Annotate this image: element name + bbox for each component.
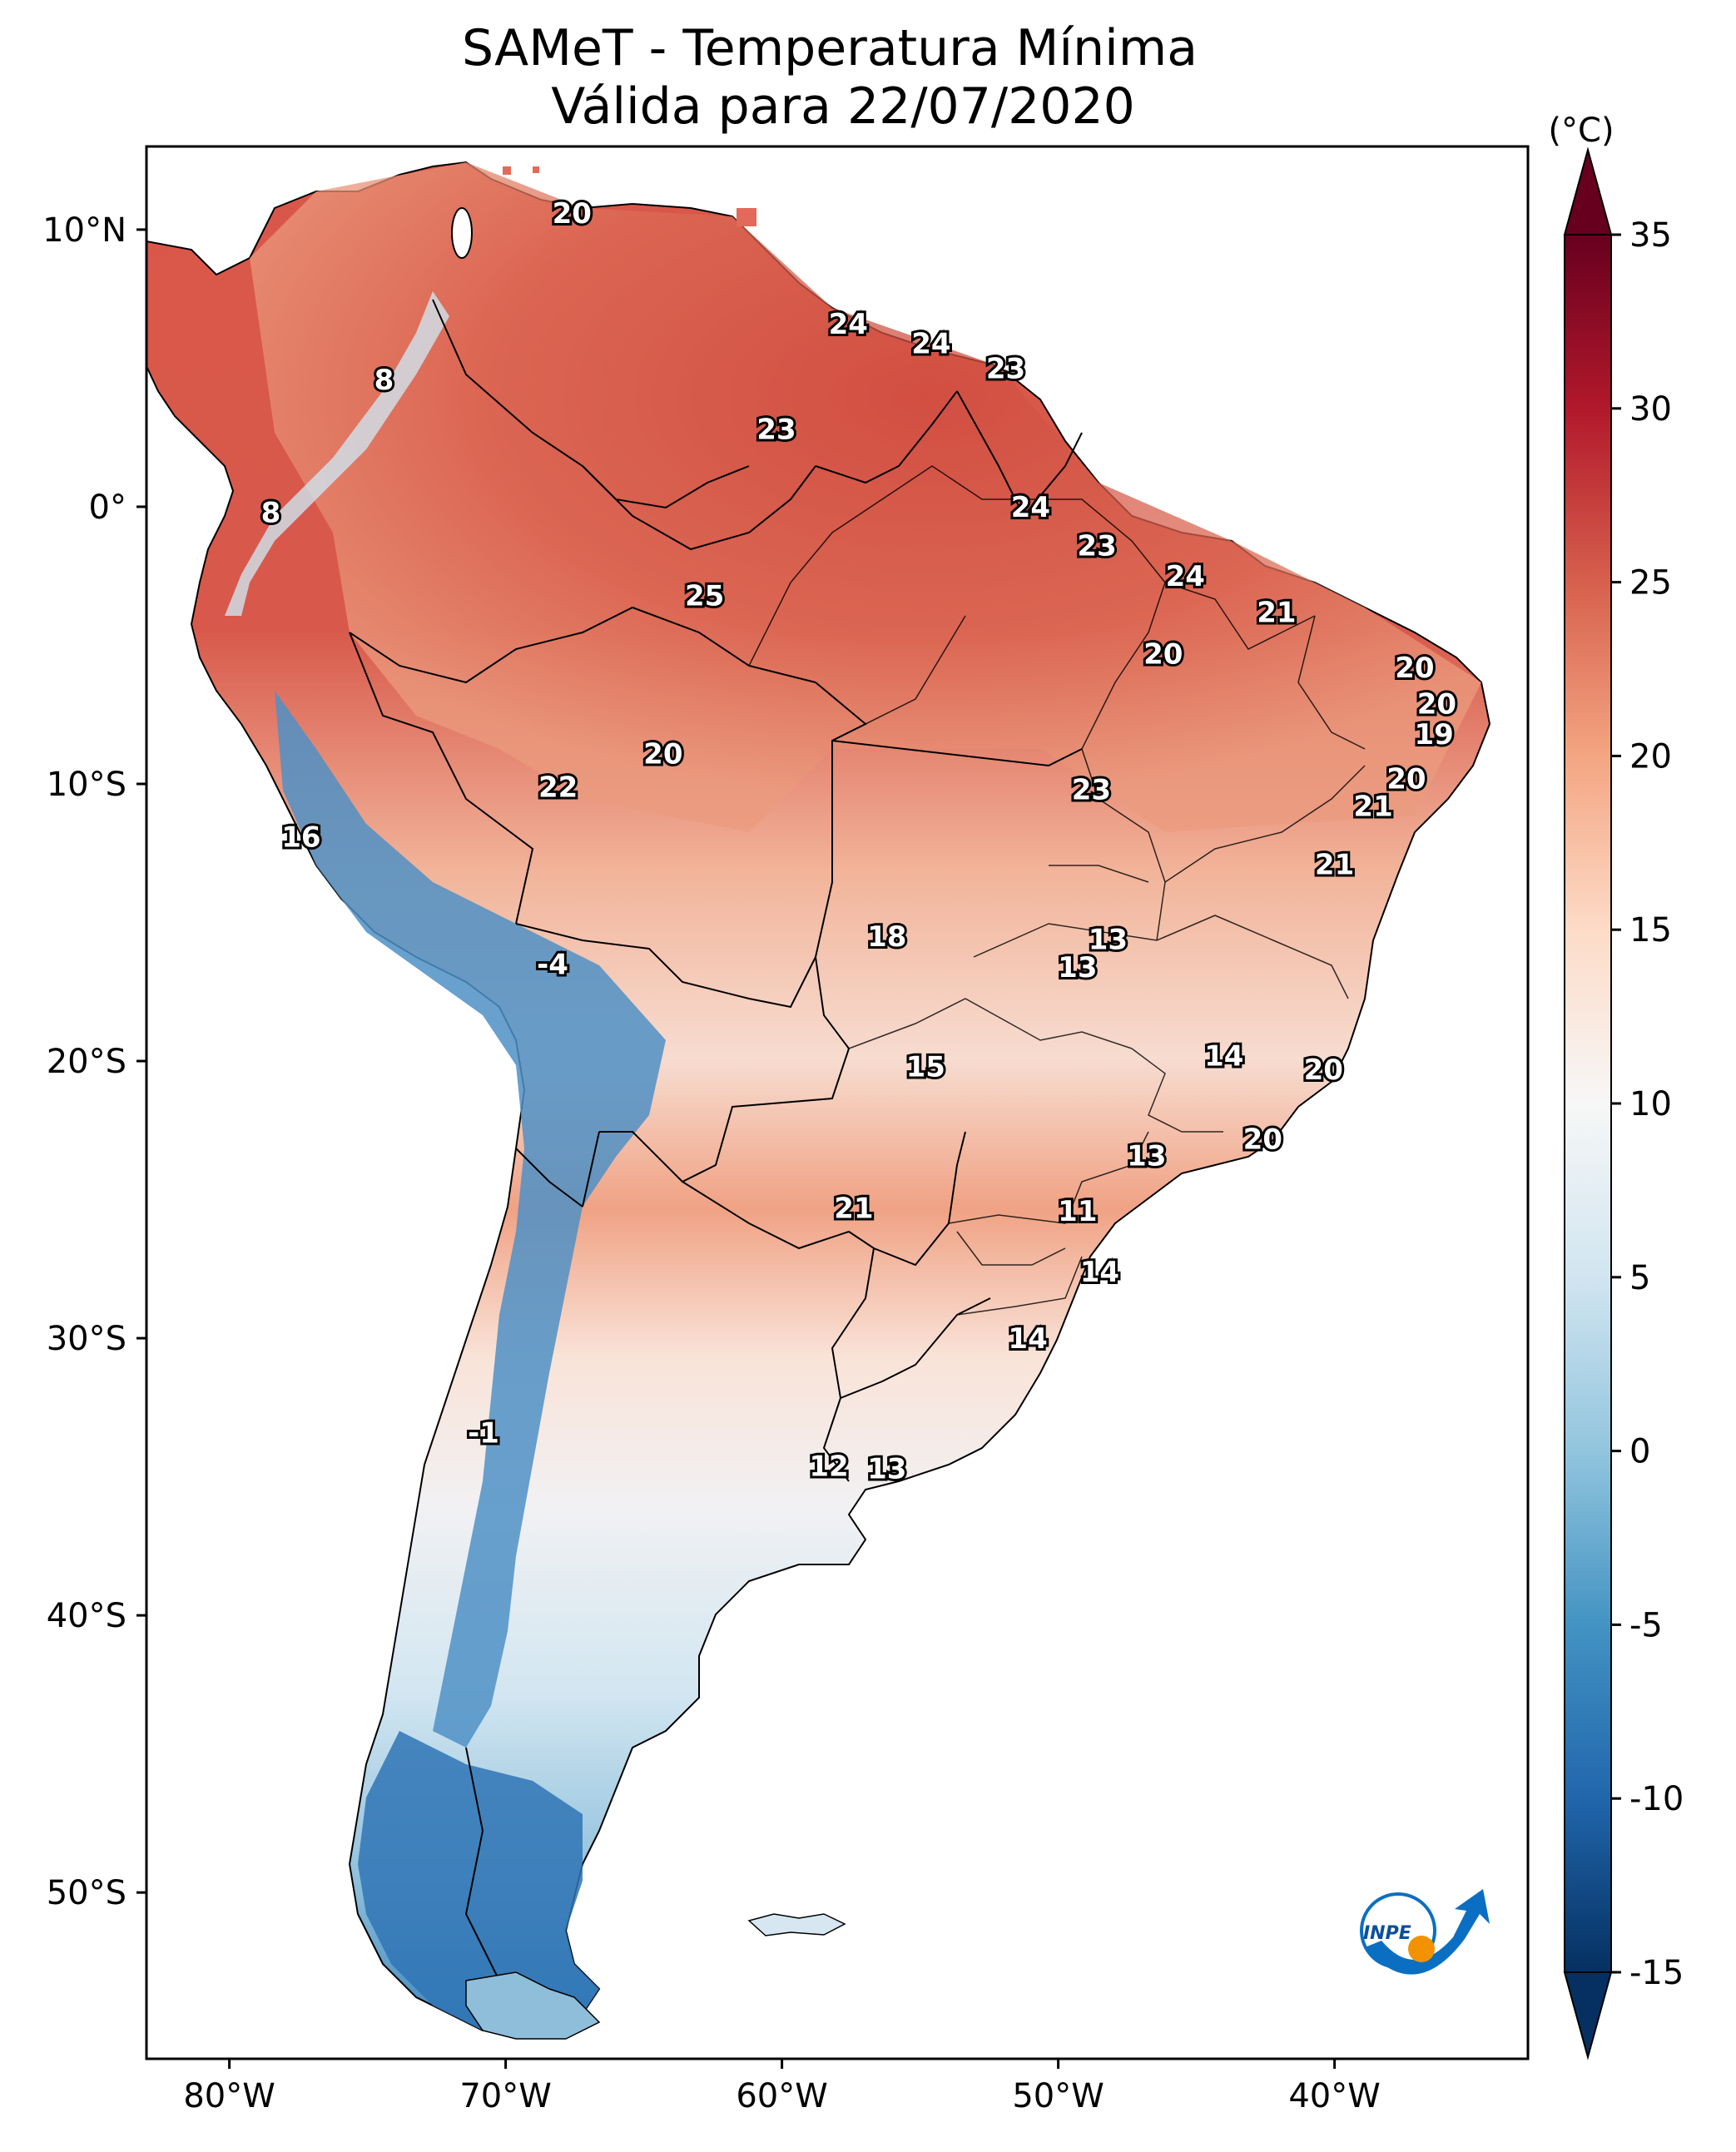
temperature-label: 13 (1089, 924, 1128, 957)
temperature-label: 23 (986, 352, 1025, 385)
map-frame (145, 145, 1530, 2060)
map-title-line2: Válida para 22/07/2020 (551, 77, 1135, 136)
colorbar-tick-label: 25 (1629, 564, 1672, 602)
falkland-islands (747, 1913, 846, 1936)
map-title-line1: SAMeT - Temperatura Mínima (462, 19, 1198, 77)
temperature-label: 11 (1058, 1195, 1097, 1228)
temperature-label: 14 (1080, 1256, 1119, 1289)
andes-cold-band (275, 691, 666, 1748)
temperature-label: 15 (906, 1051, 945, 1084)
lat-tick-label: 0° (89, 488, 126, 527)
temperature-label: 14 (1204, 1039, 1243, 1073)
temperature-label: -1 (468, 1416, 499, 1450)
inpe-logo: INPE (1360, 1889, 1490, 1975)
temperature-label: 24 (1011, 491, 1050, 524)
colorbar-tick-label: 35 (1629, 216, 1672, 255)
temperature-label: 21 (1315, 849, 1354, 882)
logo-orange-dot (1408, 1936, 1435, 1962)
patagonia-cold-region (358, 1731, 599, 2031)
temperature-label: 13 (867, 1453, 906, 1486)
temperature-label: 24 (911, 327, 950, 360)
temperature-label: 20 (553, 197, 592, 231)
temperature-label: 20 (1243, 1123, 1282, 1156)
temperature-label: 21 (1257, 597, 1296, 630)
latitude-axis: 10°N 0° 10°S 20°S 30°S 40°S 50°S (42, 211, 146, 1912)
lat-tick-label: 10°S (47, 766, 126, 804)
temperature-label: 16 (281, 821, 320, 854)
temperature-label: 20 (1143, 637, 1183, 671)
temperature-label: 21 (834, 1193, 873, 1226)
colorbar-tick-label: 5 (1629, 1259, 1650, 1297)
caribbean-island (533, 166, 539, 173)
logo-text: INPE (1363, 1923, 1411, 1944)
temperature-label: 23 (1077, 530, 1116, 563)
temperature-label: 25 (685, 580, 724, 613)
temperature-label: 21 (1353, 791, 1392, 824)
lake-maracaibo (451, 207, 473, 259)
state-borders (748, 465, 1366, 1316)
lon-tick-label: 50°W (1012, 2077, 1104, 2115)
temperature-label: 20 (1386, 762, 1426, 796)
colorbar-tick-label: 0 (1629, 1433, 1650, 1471)
temperature-label: 8 (374, 364, 394, 397)
caribbean-island (503, 166, 511, 175)
temperature-label: 8 (261, 497, 281, 530)
colorbar-tick-label: 30 (1629, 390, 1672, 429)
colorbar-tick-label: -5 (1629, 1606, 1663, 1644)
longitude-axis: 80°W 70°W 60°W 50°W 40°W (183, 2059, 1381, 2115)
colorbar-bottom-extension (1563, 1971, 1613, 2060)
lat-tick-label: 40°S (47, 1597, 126, 1635)
temperature-label: 20 (1395, 652, 1434, 685)
lon-tick-label: 80°W (183, 2077, 275, 2115)
temperature-label: 23 (756, 414, 796, 447)
temperature-label: 19 (1414, 718, 1453, 751)
warm-region-overlay (250, 162, 1481, 832)
temperature-label: 18 (867, 920, 906, 954)
lon-tick-label: 70°W (459, 2077, 551, 2115)
colorbar-tick-label: 10 (1629, 1085, 1672, 1123)
temperature-label: 24 (1166, 560, 1205, 593)
colorbar-top-extension (1563, 146, 1613, 236)
temperature-label: 24 (829, 308, 868, 341)
colorbar-ticks: 35 30 25 20 15 10 5 0 -5 -10 -15 (1611, 216, 1684, 1992)
colorbar-tick-label: 15 (1629, 911, 1672, 950)
colorbar: (°C) 35 30 25 20 15 10 5 0 -5 -10 -15 (1548, 112, 1684, 2060)
temperature-label: -4 (537, 948, 568, 981)
temperature-label: 20 (1304, 1054, 1343, 1087)
caribbean-island (737, 208, 756, 226)
colorbar-tick-label: -15 (1629, 1954, 1684, 1992)
temperature-label: 13 (1127, 1139, 1166, 1173)
lat-tick-label: 10°N (42, 211, 126, 250)
lat-tick-label: 30°S (47, 1320, 126, 1358)
temperature-label: 12 (809, 1450, 848, 1483)
temperature-label: 20 (643, 737, 682, 771)
colorbar-tick-label: 20 (1629, 737, 1672, 776)
tierra-del-fuego (465, 1971, 601, 2040)
temperature-label: 23 (1072, 774, 1111, 807)
lat-tick-label: 20°S (47, 1043, 126, 1081)
temperature-label: 14 (1008, 1322, 1047, 1356)
temperature-label: 20 (1417, 687, 1456, 721)
lat-tick-label: 50°S (47, 1874, 126, 1912)
northern-andes-cool-stripe (225, 291, 449, 616)
temperature-label: 22 (538, 771, 578, 804)
lon-tick-label: 40°W (1288, 2077, 1380, 2115)
temperature-label: 13 (1058, 951, 1097, 984)
colorbar-tick-label: -10 (1629, 1780, 1684, 1818)
colorbar-unit-label: (°C) (1548, 112, 1614, 150)
colorbar-body (1564, 234, 1612, 1973)
lon-tick-label: 60°W (736, 2077, 827, 2115)
